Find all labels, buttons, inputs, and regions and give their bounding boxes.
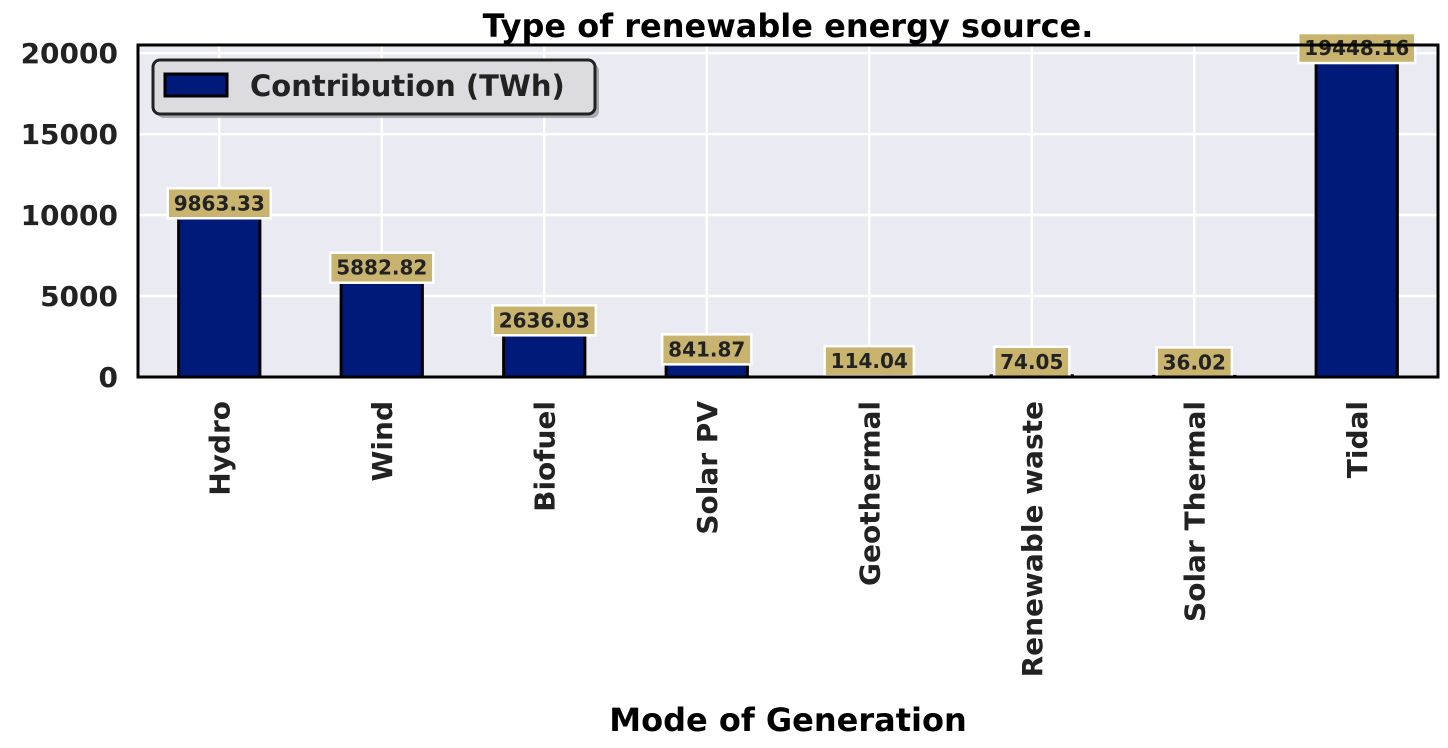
data-label: 19448.16	[1304, 36, 1409, 60]
x-tick-label: Geothermal	[853, 401, 886, 586]
y-tick-label: 10000	[21, 199, 118, 232]
bar-biofuel	[502, 332, 587, 379]
x-tick-label: Wind	[366, 401, 399, 481]
y-tick-label: 20000	[21, 37, 118, 70]
bars	[177, 60, 1399, 379]
legend-swatch	[163, 72, 229, 98]
data-label-box	[166, 187, 273, 220]
grid-lines	[138, 45, 1438, 377]
y-axis-ticks: 0 5000 10000 15000 20000	[21, 37, 118, 394]
data-label: 5882.82	[336, 256, 427, 280]
y-tick-label: 5000	[40, 280, 118, 313]
x-tick-label: Solar Thermal	[1178, 401, 1211, 622]
bar-wind	[339, 280, 424, 379]
x-axis-label: Mode of Generation	[609, 701, 966, 739]
data-label: 9863.33	[174, 191, 265, 215]
plot-frame	[136, 43, 1440, 379]
data-label: 841.87	[668, 337, 745, 361]
x-tick-label: Hydro	[203, 401, 236, 496]
legend-box	[151, 58, 597, 116]
data-label-box	[491, 304, 598, 337]
x-axis-ticks: Hydro Wind Biofuel Solar PV Geothermal Renewa…	[203, 401, 1374, 678]
x-tick-label: Solar PV	[691, 401, 724, 535]
data-label-box	[1296, 31, 1417, 65]
data-label: 2636.03	[499, 308, 590, 332]
chart-title: Type of renewable energy source.	[483, 7, 1094, 45]
data-label: 74.05	[1000, 350, 1063, 374]
x-tick-label: Renewable waste	[1016, 401, 1049, 677]
data-label-box	[823, 344, 916, 378]
x-tick-label: Tidal	[1341, 401, 1374, 478]
data-label-box	[660, 333, 753, 366]
data-label-box	[1155, 346, 1234, 379]
data-label: 114.04	[831, 349, 908, 373]
y-tick-label: 15000	[21, 118, 118, 151]
bar-tidal	[1314, 60, 1399, 379]
x-tick-label: Biofuel	[528, 401, 561, 512]
legend: Contribution (TWh)	[151, 58, 599, 118]
data-labels: 9863.33 5882.82 2636.03 841.87 114.04 74.05 36…	[166, 31, 1417, 379]
data-label: 36.02	[1163, 350, 1226, 374]
legend-label: Contribution (TWh)	[250, 69, 565, 103]
y-tick-label: 0	[99, 361, 118, 394]
data-label-box	[328, 251, 435, 284]
bar-hydro	[177, 215, 262, 379]
